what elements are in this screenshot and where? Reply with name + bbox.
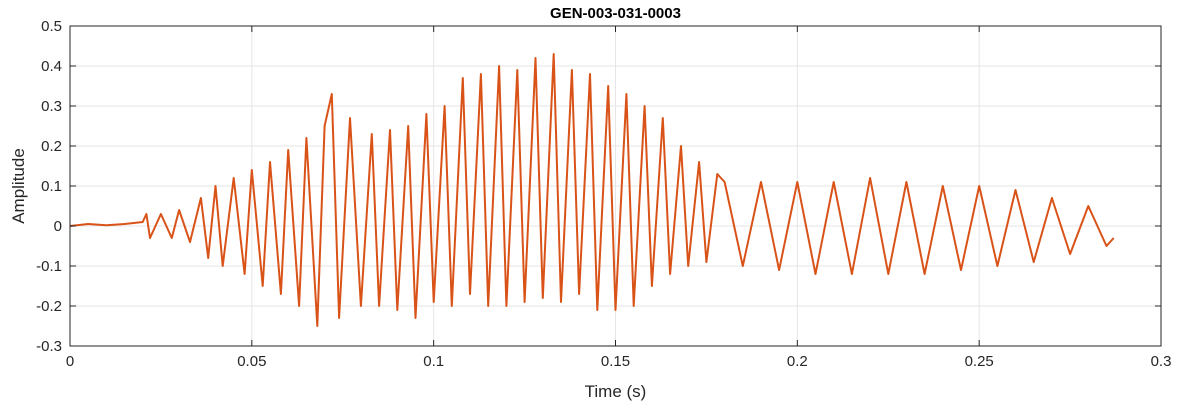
x-axis-label: Time (s) (585, 382, 647, 401)
y-tick-label: 0 (54, 218, 62, 235)
x-tick-label: 0.15 (601, 353, 630, 370)
grid-lines (69, 25, 1162, 347)
y-tick-label: 0.1 (41, 178, 62, 195)
y-tick-label: 0.2 (41, 138, 62, 155)
x-tick-label: 0.25 (965, 353, 994, 370)
y-tick-label: 0.3 (41, 98, 62, 115)
x-tick-label: 0.1 (423, 353, 444, 370)
chart-title: GEN-003-031-0003 (550, 5, 681, 22)
y-axis-label: Amplitude (9, 148, 28, 224)
series-line (69, 53, 1115, 327)
series-layer (69, 53, 1115, 327)
x-tick-label: 0.3 (1151, 353, 1172, 370)
y-tick-label: -0.3 (36, 338, 62, 355)
y-tick-label: 0.5 (41, 18, 62, 35)
y-tick-label: 0.4 (41, 58, 62, 75)
y-tick-label: -0.1 (36, 258, 62, 275)
x-tick-label: 0 (66, 353, 74, 370)
y-tick-label: -0.2 (36, 298, 62, 315)
y-tick-labels: -0.3 -0.2 -0.1 0 0.1 0.2 0.3 0.4 0.5 (36, 18, 62, 355)
x-tick-label: 0.2 (787, 353, 808, 370)
axis-ticks (69, 25, 1162, 347)
x-tick-label: 0.05 (237, 353, 266, 370)
x-tick-labels: 0 0.05 0.1 0.15 0.2 0.25 0.3 (66, 353, 1172, 370)
